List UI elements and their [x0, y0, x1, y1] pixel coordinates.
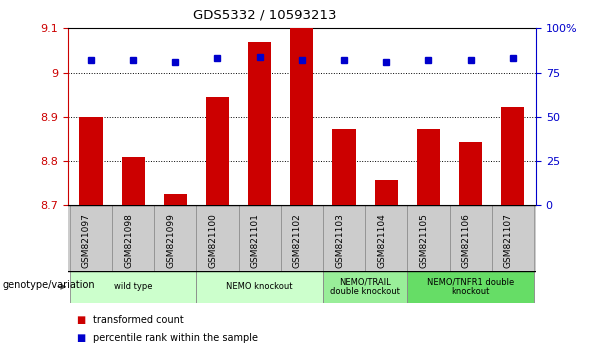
Bar [196, 271, 323, 303]
Text: GSM821107: GSM821107 [504, 213, 513, 268]
Bar [365, 205, 408, 271]
Text: GDS5332 / 10593213: GDS5332 / 10593213 [193, 9, 337, 22]
Text: transformed count: transformed count [93, 315, 184, 325]
Bar [323, 205, 365, 271]
Bar [501, 107, 524, 205]
Text: GSM821103: GSM821103 [335, 213, 344, 268]
Bar [332, 129, 356, 205]
Bar [323, 271, 408, 303]
Text: GSM821098: GSM821098 [124, 213, 133, 268]
Text: GSM821097: GSM821097 [82, 213, 91, 268]
Text: percentile rank within the sample: percentile rank within the sample [93, 333, 258, 343]
Bar [281, 205, 323, 271]
Bar [290, 28, 313, 205]
Bar [112, 205, 154, 271]
Bar [459, 142, 482, 205]
Bar [239, 205, 281, 271]
Text: GSM821102: GSM821102 [293, 213, 302, 268]
Text: ■: ■ [77, 315, 86, 325]
Bar [408, 205, 449, 271]
Text: GSM821106: GSM821106 [462, 213, 471, 268]
Bar [417, 129, 440, 205]
Bar [449, 205, 492, 271]
Bar [70, 205, 112, 271]
Text: genotype/variation: genotype/variation [3, 280, 95, 290]
Text: GSM821101: GSM821101 [251, 213, 260, 268]
Bar [164, 194, 187, 205]
Bar [196, 205, 239, 271]
Text: NEMO/TRAIL
double knockout: NEMO/TRAIL double knockout [330, 277, 400, 296]
Bar [154, 205, 196, 271]
Bar [80, 117, 102, 205]
Bar [375, 179, 398, 205]
Text: GSM821099: GSM821099 [166, 213, 176, 268]
Bar [206, 97, 229, 205]
Bar [70, 271, 196, 303]
Bar [492, 205, 534, 271]
Bar [248, 41, 272, 205]
Bar [121, 156, 145, 205]
Text: GSM821105: GSM821105 [419, 213, 428, 268]
Text: NEMO knockout: NEMO knockout [226, 282, 293, 291]
Text: wild type: wild type [114, 282, 153, 291]
Bar [408, 271, 534, 303]
Text: GSM821100: GSM821100 [209, 213, 217, 268]
Text: NEMO/TNFR1 double
knockout: NEMO/TNFR1 double knockout [427, 277, 514, 296]
Text: ■: ■ [77, 333, 86, 343]
Text: GSM821104: GSM821104 [377, 213, 386, 268]
